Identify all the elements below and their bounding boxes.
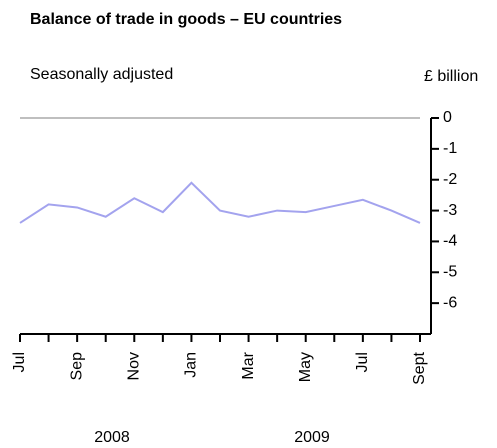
- chart-title: Balance of trade in goods – EU countries: [30, 11, 342, 28]
- line: [19, 181, 421, 224]
- x-tick-label: Jul: [354, 352, 371, 372]
- y-tick-label: 0: [443, 109, 452, 126]
- y-tick-label: -4: [443, 233, 457, 250]
- x-tick-label: May: [297, 352, 314, 382]
- y-axis-label: £ billion: [424, 68, 478, 85]
- x-tick-label: Sept: [411, 351, 428, 384]
- x-tick-label: Nov: [126, 352, 143, 380]
- year-label: 2009: [294, 429, 330, 446]
- y-tick-label: -5: [443, 264, 457, 281]
- y-tick-label: -6: [443, 294, 457, 311]
- year-label: 2008: [94, 429, 130, 446]
- y-tick-label: -3: [443, 202, 457, 219]
- x-tick-label: Sep: [68, 352, 85, 381]
- x-tick-label: Jan: [183, 352, 200, 378]
- subtitle: Seasonally adjusted: [30, 66, 173, 83]
- y-tick-label: -2: [443, 171, 457, 188]
- y-tick-label: -1: [443, 140, 457, 157]
- x-tick-label: Mar: [240, 351, 257, 379]
- x-tick-label: Jul: [11, 352, 28, 372]
